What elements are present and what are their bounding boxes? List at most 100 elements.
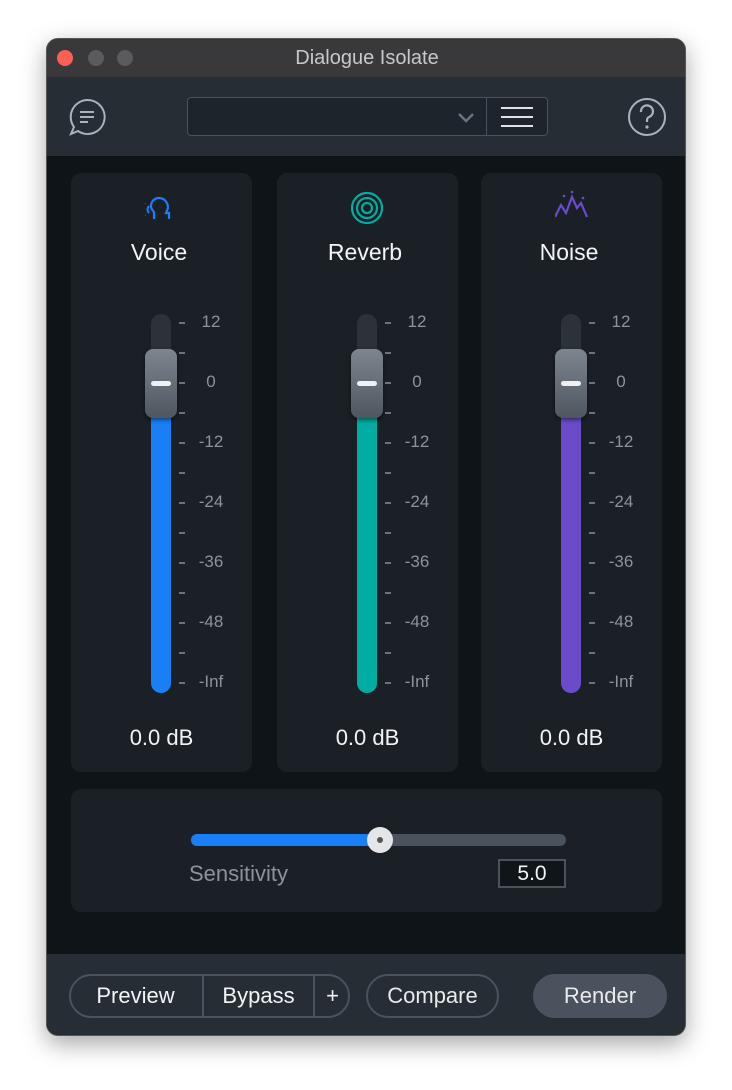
scale-tick [179,412,185,414]
scale-tick [589,682,595,684]
close-button[interactable] [57,50,73,66]
scale-tick [179,622,185,624]
scale-label: 0 [616,372,626,391]
scale-tick [385,652,391,654]
knob-line [357,381,377,386]
preset-dropdown[interactable] [187,97,487,136]
scale-label: -Inf [608,672,634,691]
divider [202,974,204,1018]
sensitivity-fill [191,834,380,846]
sensitivity-knob[interactable] [367,827,393,853]
scale-tick [589,532,595,534]
help-button[interactable] [627,97,667,137]
channel-icon [555,190,589,218]
channel-panel: Reverb 12 0 -12 -24 -36 -48 -Inf 0.0 dB [277,173,458,772]
channel-icon [145,196,171,219]
scale-label: 12 [407,312,427,331]
scale-tick [385,382,391,384]
knob-line [151,381,171,386]
preview-button[interactable]: Preview [96,983,175,1008]
scale-tick [385,412,391,414]
window: Dialogue Isolate Sensitivity 5.0 Preview… [46,38,686,1036]
scale-label: -24 [404,492,430,511]
scale-label: -48 [608,612,634,631]
menu-button[interactable] [486,97,548,136]
toolbar [47,77,685,156]
scale-tick [179,592,185,594]
channel-value: 0.0 dB [335,725,400,750]
scale-tick [385,562,391,564]
scale-tick [589,652,595,654]
channel-value: 0.0 dB [129,725,194,750]
scale-tick [385,472,391,474]
scale-tick [385,352,391,354]
scale-label: 0 [412,372,422,391]
compare-button[interactable]: Compare [366,974,499,1018]
scale-tick [179,472,185,474]
minimize-button[interactable] [88,50,104,66]
scale-label: -12 [198,432,224,451]
scale-label: -Inf [404,672,430,691]
fader-fill [151,383,171,693]
scale-tick [589,622,595,624]
channel-panel: Voice 12 0 -12 -24 -36 -48 -Inf 0.0 dB [71,173,252,772]
scale-label: -48 [404,612,430,631]
scale-tick [179,682,185,684]
scale-tick [385,682,391,684]
render-button[interactable]: Render [533,974,667,1018]
zoom-button[interactable] [117,50,133,66]
fader-fill [561,383,581,693]
scale-tick [385,442,391,444]
fader-knob[interactable] [351,349,383,418]
fader-knob[interactable] [555,349,587,418]
channel-icon [351,191,384,225]
channel-name: Noise [539,239,599,265]
scale-tick [589,502,595,504]
scale-tick [179,382,185,384]
scale-tick [179,532,185,534]
scale-tick [385,592,391,594]
scale-tick [589,412,595,414]
scale-label: -36 [404,552,430,571]
footer: Preview Bypass + Compare Render [47,954,685,1035]
scale-tick [385,502,391,504]
scale-tick [385,322,391,324]
scale-tick [179,352,185,354]
title-bar: Dialogue Isolate [47,39,685,78]
sensitivity-label: Sensitivity [189,861,289,886]
channel-panel: Noise 12 0 -12 -24 -36 -48 -Inf 0.0 dB [481,173,662,772]
channel-value: 0.0 dB [539,725,604,750]
sensitivity-panel: Sensitivity 5.0 [71,789,662,912]
channel-name: Voice [130,239,188,265]
chat-button[interactable] [67,97,107,137]
fader-knob[interactable] [145,349,177,418]
sensitivity-value[interactable]: 5.0 [498,859,566,888]
scale-label: -12 [608,432,634,451]
scale-tick [589,382,595,384]
divider [313,974,315,1018]
scale-tick [589,322,595,324]
channel-name: Reverb [327,239,403,265]
scale-label: -Inf [198,672,224,691]
scale-tick [589,442,595,444]
scale-tick [179,442,185,444]
scale-label: -12 [404,432,430,451]
add-button[interactable]: + [326,983,339,1008]
scale-tick [589,472,595,474]
scale-tick [589,592,595,594]
scale-tick [385,532,391,534]
scale-tick [385,622,391,624]
window-title: Dialogue Isolate [295,47,439,69]
scale-label: -48 [198,612,224,631]
scale-tick [179,562,185,564]
scale-tick [589,562,595,564]
fader-fill [357,383,377,693]
knob-line [561,381,581,386]
scale-tick [179,502,185,504]
scale-tick [179,652,185,654]
scale-label: 0 [206,372,216,391]
scale-label: 12 [611,312,631,331]
scale-label: -24 [608,492,634,511]
bypass-button[interactable]: Bypass [222,983,295,1008]
